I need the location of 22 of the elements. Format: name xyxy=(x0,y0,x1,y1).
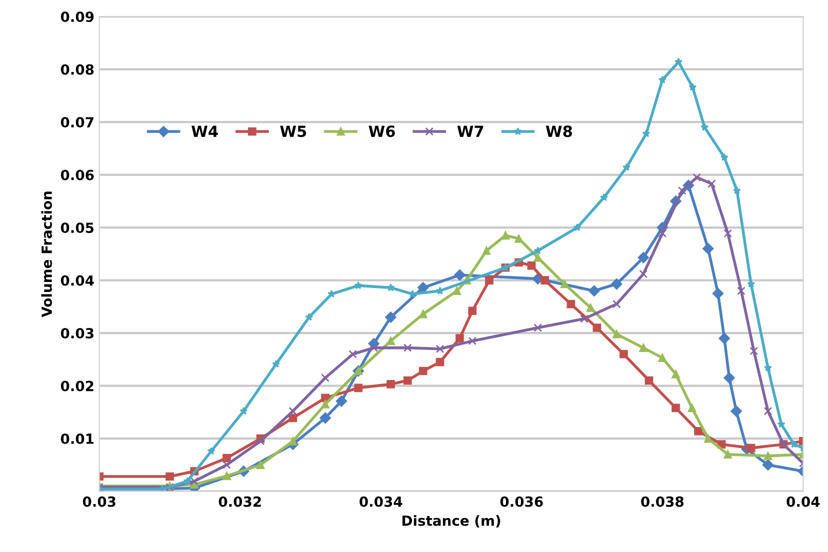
y-tick-label: 0.07 xyxy=(60,117,94,128)
y-tick-label: 0.06 xyxy=(60,170,94,180)
x-tick-label: 0.03 xyxy=(82,496,116,507)
y-axis-title: Volume Fraction xyxy=(41,192,52,318)
legend-label: W7 xyxy=(457,126,484,137)
x-tick-label: 0.04 xyxy=(786,496,820,507)
legend-label: W8 xyxy=(546,126,572,138)
x-tick-label: 0.032 xyxy=(218,496,261,507)
y-tick-label: 0.09 xyxy=(60,12,94,22)
y-tick-label: 0.08 xyxy=(60,64,94,75)
x-tick-label: 0.034 xyxy=(360,496,402,507)
y-tick-label: 0.04 xyxy=(60,275,94,286)
x-axis-title: Distance (m) xyxy=(402,515,500,528)
y-tick-label: 0.03 xyxy=(60,328,94,339)
legend-label: W6 xyxy=(368,126,395,138)
y-tick-label: 0.05 xyxy=(60,222,94,234)
legend-label: W5 xyxy=(280,126,306,138)
legend-label: W4 xyxy=(192,126,218,137)
x-tick-label: 0.038 xyxy=(641,496,684,507)
y-tick-label: 0.02 xyxy=(60,380,94,392)
y-tick-label: 0.01 xyxy=(60,434,94,444)
x-tick-label: 0.036 xyxy=(500,496,543,507)
